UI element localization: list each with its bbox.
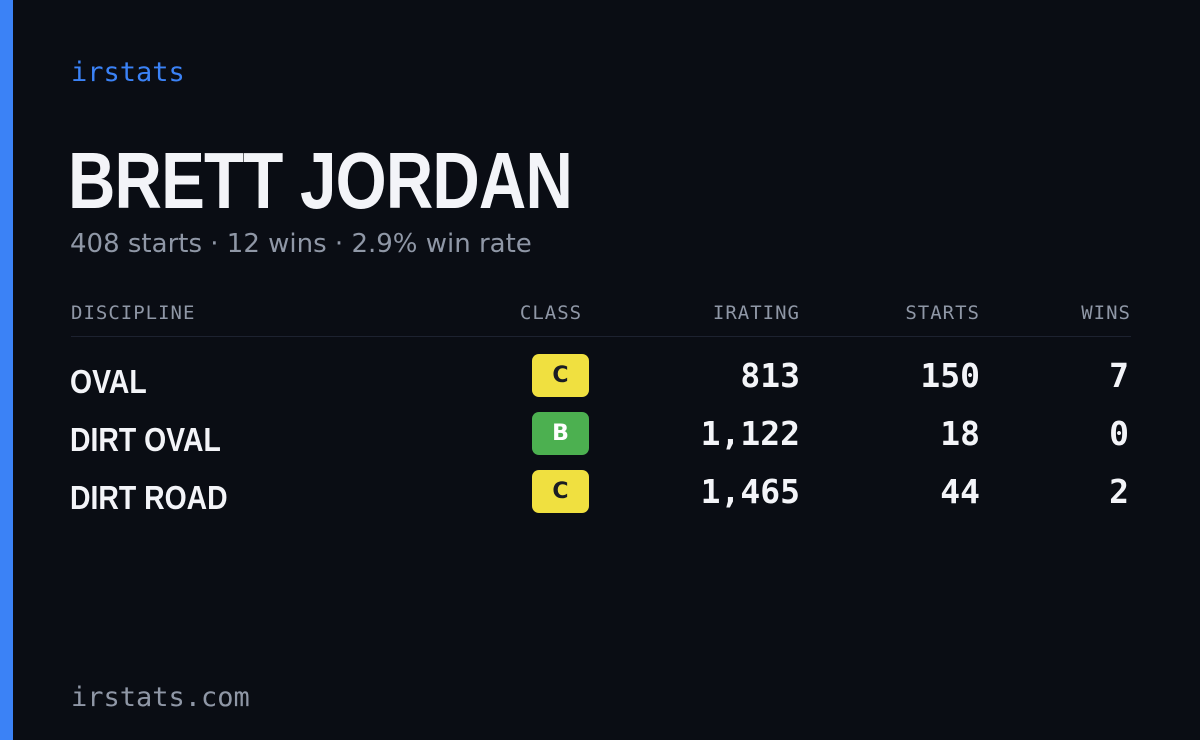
- irating-value: 813: [740, 356, 800, 395]
- starts-value: 150: [920, 356, 980, 395]
- discipline-name: DIRT OVAL: [70, 421, 221, 458]
- header-wins: WINS: [1081, 302, 1131, 324]
- irating-value: 1,465: [700, 472, 800, 511]
- discipline-name: DIRT ROAD: [70, 479, 228, 516]
- class-badge: C: [532, 470, 589, 513]
- footer-url: irstats.com: [71, 682, 250, 713]
- starts-value: 44: [940, 472, 980, 511]
- wins-value: 7: [1109, 356, 1129, 395]
- table-header-row: DISCIPLINE CLASS IRATING STARTS WINS: [71, 296, 1131, 337]
- driver-name: BRETT JORDAN: [68, 136, 573, 225]
- starts-value: 18: [940, 414, 980, 453]
- discipline-name: OVAL: [70, 363, 147, 400]
- table-row: DIRT ROAD C 1,465 44 2: [70, 470, 1131, 528]
- header-irating: IRATING: [712, 302, 800, 324]
- driver-summary: 408 starts · 12 wins · 2.9% win rate: [70, 229, 532, 259]
- wins-value: 2: [1109, 472, 1129, 511]
- brand-logo-text: irstats: [71, 57, 185, 88]
- table-row: DIRT OVAL B 1,122 18 0: [70, 412, 1131, 470]
- wins-value: 0: [1109, 414, 1129, 453]
- header-starts: STARTS: [905, 302, 980, 324]
- accent-bar: [0, 0, 13, 740]
- discipline-stats-table: DISCIPLINE CLASS IRATING STARTS WINS OVA…: [70, 296, 1131, 516]
- header-class: CLASS: [519, 302, 583, 324]
- class-badge: B: [532, 412, 589, 455]
- header-discipline: DISCIPLINE: [71, 302, 196, 324]
- table-row: OVAL C 813 150 7: [70, 354, 1131, 412]
- class-badge: C: [532, 354, 589, 397]
- irating-value: 1,122: [700, 414, 800, 453]
